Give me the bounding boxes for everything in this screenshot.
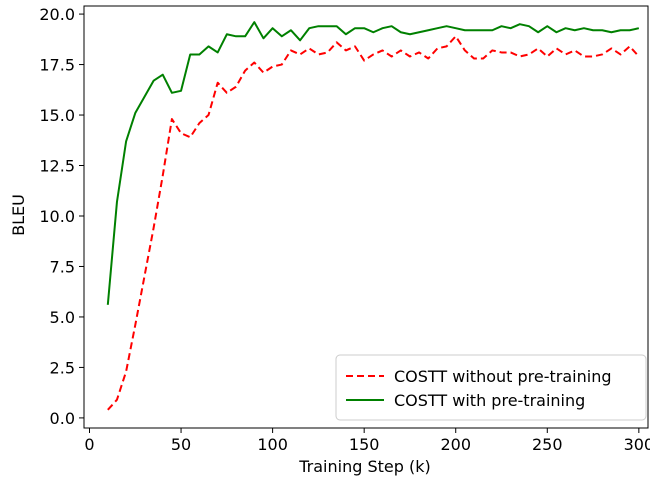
x-axis: 0 50 100 150 200 250 300 [84, 428, 650, 454]
x-axis-label: Training Step (k) [298, 457, 430, 476]
x-tick-label: 300 [624, 435, 650, 454]
y-tick-label: 2.5 [50, 358, 75, 377]
plot-area [83, 5, 649, 429]
x-tick-label: 200 [440, 435, 471, 454]
x-tick-label: 100 [257, 435, 288, 454]
legend-label-without-pretraining: COSTT without pre-training [394, 367, 612, 386]
series-line-without-pretraining [107, 35, 640, 411]
y-tick-label: 12.5 [39, 157, 75, 176]
y-tick-label: 5.0 [50, 308, 75, 327]
x-tick-label: 250 [532, 435, 563, 454]
x-tick-label: 150 [349, 435, 380, 454]
y-tick-label: 0.0 [50, 409, 75, 428]
x-tick-label: 0 [84, 435, 94, 454]
series-line-with-pretraining [106, 21, 640, 305]
y-tick-label: 15.0 [39, 106, 75, 125]
y-axis-label: BLEU [9, 194, 28, 236]
legend: COSTT without pre-training COSTT with pr… [335, 354, 647, 421]
plot-frame [83, 5, 649, 429]
y-tick-label: 7.5 [50, 257, 75, 276]
x-tick-label: 50 [171, 435, 191, 454]
y-tick-label: 17.5 [39, 56, 75, 75]
legend-box [335, 354, 647, 421]
legend-label-with-pretraining: COSTT with pre-training [394, 391, 585, 410]
series-lines [106, 21, 640, 411]
y-tick-label: 20.0 [39, 5, 75, 24]
y-tick-label: 10.0 [39, 207, 75, 226]
y-axis: 0.0 2.5 5.0 7.5 10.0 12.5 15.0 17.5 20.0 [39, 5, 84, 428]
